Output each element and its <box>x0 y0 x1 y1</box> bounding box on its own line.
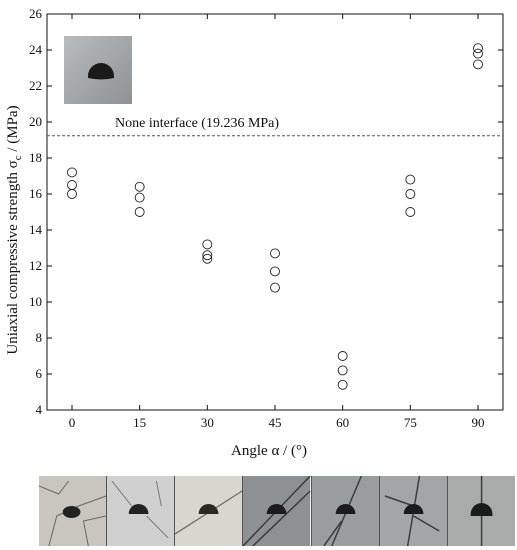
y-tick-label: 10 <box>29 294 42 309</box>
data-point <box>202 239 213 250</box>
x-tick-label: 45 <box>269 415 282 430</box>
data-point <box>134 181 145 192</box>
data-point <box>202 250 213 261</box>
y-tick-label: 16 <box>29 186 43 201</box>
data-point <box>473 48 483 59</box>
data-point <box>270 282 280 293</box>
x-tick-label: 15 <box>133 415 146 430</box>
y-tick-label: 12 <box>29 258 42 273</box>
x-tick-label: 60 <box>336 415 349 430</box>
data-point <box>405 189 416 199</box>
data-point <box>270 248 280 259</box>
x-axis-title: Angle α / (°) <box>231 443 307 459</box>
x-tick-label: 75 <box>404 415 417 430</box>
specimen-photo-0deg <box>39 476 108 546</box>
data-point <box>337 379 348 390</box>
x-tick-label: 0 <box>69 415 76 430</box>
inset-specimen-photo <box>64 36 132 104</box>
y-tick-label: 6 <box>36 366 43 381</box>
y-tick-label: 20 <box>29 114 42 129</box>
data-point <box>270 266 280 277</box>
intact-specimen-image <box>64 36 132 104</box>
specimen-photo-75deg <box>379 476 448 546</box>
y-tick-label: 22 <box>29 78 42 93</box>
y-tick-label: 18 <box>29 150 42 165</box>
data-point <box>473 43 483 54</box>
data-point <box>405 174 416 185</box>
data-points <box>67 43 483 390</box>
data-point <box>67 189 77 199</box>
specimen-photo-15deg <box>107 476 176 546</box>
y-axis-title-unit: / (MPa) <box>5 105 21 155</box>
y-axis-title-subscript: c <box>12 155 24 160</box>
data-point <box>202 253 213 264</box>
y-tick-label: 8 <box>36 330 43 345</box>
y-axis-title-main: Uniaxial compressive strength σ <box>5 160 21 354</box>
x-tick-label: 90 <box>472 415 485 430</box>
y-tick-label: 24 <box>29 42 43 57</box>
y-axis-ticks: 4 6 8 10 12 14 16 18 20 22 24 26 <box>29 6 503 417</box>
failure-photo-strip <box>39 476 515 546</box>
data-point <box>337 351 348 361</box>
data-point <box>134 207 145 217</box>
specimen-photo-45deg <box>243 476 312 546</box>
reference-line-label: None interface (19.236 MPa) <box>115 116 279 131</box>
y-tick-label: 14 <box>29 222 43 237</box>
y-axis-title: Uniaxial compressive strength σc / (MPa) <box>5 105 24 354</box>
specimen-photo-60deg <box>311 476 380 546</box>
y-tick-label: 26 <box>29 6 43 21</box>
scatter-chart: 4 6 8 10 12 14 16 18 20 22 24 26 0 15 30 45 60 75 90 None… <box>5 6 504 459</box>
data-point <box>134 192 145 203</box>
specimen-photo-90deg <box>447 476 515 546</box>
data-point <box>473 59 483 70</box>
data-point <box>405 207 416 217</box>
y-tick-label: 4 <box>36 402 43 417</box>
x-axis-ticks: 0 15 30 45 60 75 90 <box>69 14 485 430</box>
reference-line-group: None interface (19.236 MPa) <box>47 116 503 137</box>
data-point <box>67 167 77 178</box>
data-point <box>337 365 348 376</box>
data-point <box>67 180 77 190</box>
specimen-photo-30deg <box>175 476 244 546</box>
x-tick-label: 30 <box>201 415 214 430</box>
